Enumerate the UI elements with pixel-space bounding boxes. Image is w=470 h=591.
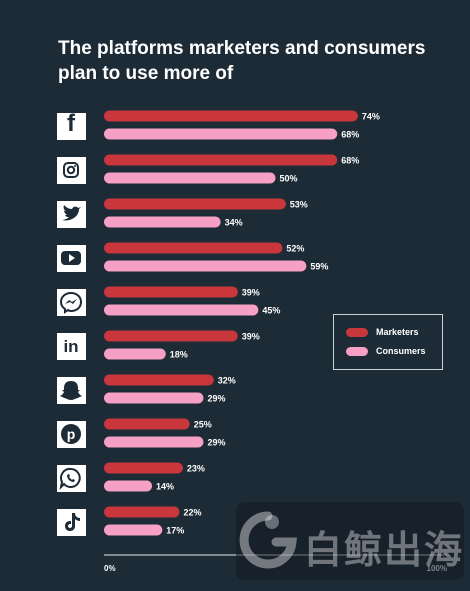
watermark-text: 白鲸出海 bbox=[304, 528, 465, 572]
legend-label-consumers: Consumers bbox=[376, 346, 426, 356]
bar-youtube-marketers bbox=[104, 242, 283, 254]
bar-messenger-consumers bbox=[104, 304, 259, 316]
chart-legend: Marketers Consumers bbox=[333, 314, 443, 370]
legend-swatch-marketers bbox=[346, 328, 368, 338]
value-label-facebook-marketers: 74% bbox=[362, 112, 380, 122]
bar-linkedin-consumers bbox=[104, 348, 166, 360]
instagram-icon bbox=[57, 157, 86, 184]
tiktok-icon-tile bbox=[57, 509, 86, 536]
bar-youtube-consumers bbox=[104, 260, 307, 272]
value-label-snapchat-consumers: 29% bbox=[207, 394, 225, 404]
legend-swatch-consumers bbox=[346, 347, 368, 357]
youtube-icon bbox=[57, 245, 86, 272]
bar-twitter-consumers bbox=[104, 216, 221, 228]
bar-whatsapp-marketers bbox=[104, 462, 183, 474]
legend-label-marketers: Marketers bbox=[376, 327, 419, 337]
value-label-instagram-marketers: 68% bbox=[341, 156, 359, 166]
facebook-icon: f bbox=[57, 110, 86, 140]
bar-linkedin-marketers bbox=[104, 330, 238, 342]
svg-text:in: in bbox=[63, 337, 78, 356]
linkedin-icon: in bbox=[57, 333, 86, 360]
value-label-twitter-consumers: 34% bbox=[225, 218, 243, 228]
bar-messenger-marketers bbox=[104, 286, 238, 298]
value-label-snapchat-marketers: 32% bbox=[218, 376, 236, 386]
facebook-icon-tile bbox=[57, 113, 86, 140]
value-label-instagram-consumers: 50% bbox=[280, 174, 298, 184]
whatsapp-icon bbox=[57, 465, 86, 492]
value-label-whatsapp-consumers: 14% bbox=[156, 482, 174, 492]
legend-item-marketers: Marketers bbox=[346, 327, 419, 338]
x-tick-label-min: 0% bbox=[104, 564, 116, 573]
svg-text:p: p bbox=[67, 426, 76, 442]
bar-facebook-consumers bbox=[104, 128, 338, 140]
bar-instagram-consumers bbox=[104, 172, 276, 184]
value-label-facebook-consumers: 68% bbox=[341, 130, 359, 140]
value-label-pinterest-marketers: 25% bbox=[194, 420, 212, 430]
legend-item-consumers: Consumers bbox=[346, 346, 426, 357]
linkedin-icon-tile bbox=[57, 333, 86, 360]
bar-tiktok-marketers bbox=[104, 506, 180, 518]
value-label-tiktok-consumers: 17% bbox=[166, 526, 184, 536]
bar-snapchat-consumers bbox=[104, 392, 204, 404]
bar-pinterest-consumers bbox=[104, 436, 204, 448]
value-label-tiktok-marketers: 22% bbox=[183, 508, 201, 518]
messenger-icon bbox=[57, 289, 86, 316]
bar-pinterest-marketers bbox=[104, 418, 190, 430]
value-label-youtube-marketers: 52% bbox=[286, 244, 304, 254]
value-label-linkedin-marketers: 39% bbox=[242, 332, 260, 342]
value-label-pinterest-consumers: 29% bbox=[207, 438, 225, 448]
bar-twitter-marketers bbox=[104, 198, 286, 210]
svg-text:f: f bbox=[67, 110, 76, 137]
bar-facebook-marketers bbox=[104, 110, 358, 122]
value-label-messenger-marketers: 39% bbox=[242, 288, 260, 298]
chart-title: The platforms marketers and consumers pl… bbox=[58, 38, 426, 84]
bar-whatsapp-consumers bbox=[104, 480, 153, 492]
watermark-logo-icon bbox=[239, 511, 297, 569]
watermark: 白鲸出海 bbox=[236, 502, 464, 580]
snapchat-icon bbox=[57, 377, 86, 404]
bar-tiktok-consumers bbox=[104, 524, 163, 536]
value-label-whatsapp-marketers: 23% bbox=[187, 464, 205, 474]
twitter-icon bbox=[57, 201, 86, 228]
value-label-linkedin-consumers: 18% bbox=[170, 350, 188, 360]
value-label-youtube-consumers: 59% bbox=[310, 262, 328, 272]
tiktok-icon bbox=[57, 509, 86, 536]
value-label-twitter-marketers: 53% bbox=[290, 200, 308, 210]
bar-instagram-marketers bbox=[104, 154, 338, 166]
bar-snapchat-marketers bbox=[104, 374, 214, 386]
value-label-messenger-consumers: 45% bbox=[262, 306, 280, 316]
instagram-icon-tile bbox=[57, 157, 86, 184]
pinterest-icon: p bbox=[57, 421, 86, 448]
